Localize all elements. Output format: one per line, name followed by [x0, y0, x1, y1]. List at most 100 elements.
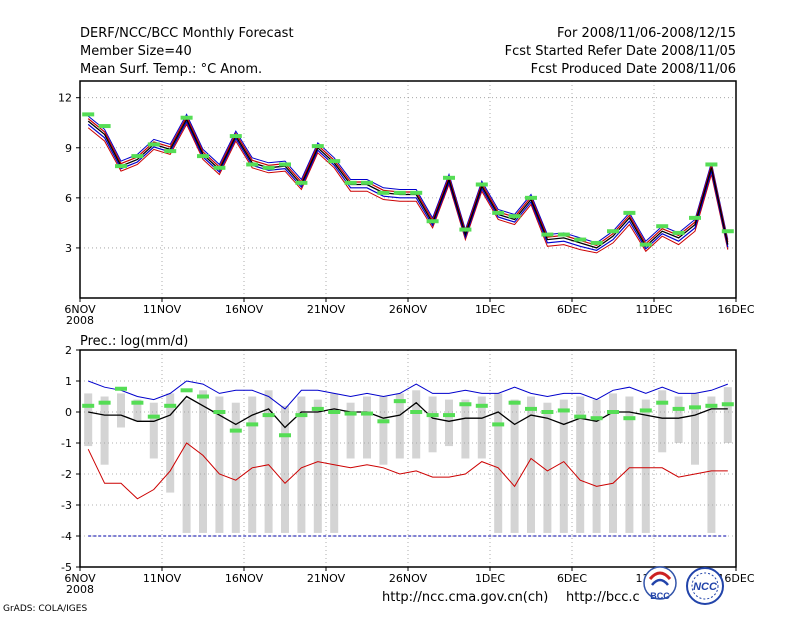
prec-year-label: 2008 [66, 583, 94, 596]
temp-observed-marker [98, 124, 111, 129]
temp-observed-marker [689, 215, 701, 220]
prec-observed-marker [197, 394, 209, 399]
prec-spread-bar [723, 387, 732, 443]
prec-observed-marker [98, 400, 111, 405]
prec-spread-bar [691, 393, 699, 465]
header-line1-right: For 2008/11/06-2008/12/15 [557, 26, 736, 41]
prec-spread-bar [346, 402, 355, 459]
temp-observed-marker [180, 115, 193, 120]
prec-lower-line [87, 442, 728, 500]
prec-observed-marker [623, 416, 636, 421]
temp-observed-marker [377, 190, 390, 195]
temp-observed-marker [147, 142, 160, 147]
grads-credit: GrADS: COLA/IGES [3, 604, 88, 614]
prec-spread-bar [641, 399, 650, 533]
temp-ytick-label: 6 [65, 192, 72, 205]
prec-spread-bar [182, 399, 191, 533]
prec-observed-marker [426, 413, 439, 418]
temp-observed-marker [672, 230, 685, 235]
prec-observed-marker [229, 428, 242, 433]
prec-xtick-label: 21NOV [307, 572, 346, 585]
temp-observed-marker [557, 232, 570, 237]
prec-spread-bar [313, 399, 322, 533]
temp-observed-marker [574, 237, 587, 242]
prec-spread-bar [117, 393, 125, 428]
temp-observed-marker [721, 229, 734, 234]
temp-lower-line [87, 123, 729, 254]
prec-observed-marker [443, 413, 455, 418]
prec-spread-bar [609, 393, 617, 533]
prec-observed-marker [180, 388, 193, 393]
prec-spread-bar [543, 402, 552, 533]
temp-inner-upper-line [87, 115, 729, 247]
prec-observed-marker [541, 410, 554, 414]
prec-spread-bar [330, 393, 339, 533]
prec-spread-bar [576, 396, 585, 533]
prec-observed-marker [607, 410, 619, 414]
prec-observed-marker [361, 411, 373, 416]
prec-observed-marker [492, 422, 505, 427]
prec-spread-bar [281, 405, 289, 533]
prec-observed-marker [590, 416, 603, 421]
prec-observed-marker [115, 386, 127, 391]
prec-spread-bar [133, 399, 142, 422]
prec-observed-marker [279, 433, 291, 438]
prec-spread-bar [149, 402, 158, 459]
prec-spread-bar [379, 396, 388, 465]
prec-observed-marker [262, 413, 275, 418]
temp-observed-marker [197, 154, 209, 159]
prec-spread-bar [412, 390, 421, 459]
temp-observed-marker [246, 162, 259, 167]
prec-xtick-label: 26NOV [389, 572, 428, 585]
temp-observed-marker [344, 180, 357, 185]
prec-observed-marker [574, 414, 587, 419]
prec-observed-marker [639, 408, 652, 413]
temp-observed-marker [295, 180, 308, 185]
temp-observed-marker [164, 149, 177, 154]
temp-observed-marker [525, 195, 537, 200]
prec-observed-marker [147, 414, 160, 419]
footer-url-ch[interactable]: http://ncc.cma.gov.cn(ch) [382, 590, 549, 605]
header-line3-left: Mean Surf. Temp.: °C Anom. [80, 62, 263, 77]
temp-xtick-label: 6NOV [64, 303, 96, 316]
footer-url-bcc[interactable]: http://bcc.c [566, 590, 640, 605]
prec-observed-marker [344, 411, 357, 416]
header-line2-left: Member Size=40 [80, 44, 192, 59]
prec-spread-bar [166, 393, 175, 493]
prec-observed-marker [475, 403, 488, 408]
prec-observed-marker [377, 419, 390, 424]
temp-observed-marker [410, 190, 423, 195]
prec-mean-line [88, 395, 728, 429]
prec-spread-bar [428, 396, 437, 453]
prec-spread-bar [494, 393, 503, 533]
prec-spread-bar [84, 393, 93, 447]
prec-title: Prec.: log(mm/d) [80, 334, 188, 349]
prec-ytick-label: 2 [65, 344, 72, 357]
temp-observed-marker [459, 227, 472, 232]
temp-observed-marker [443, 175, 455, 180]
prec-observed-marker [311, 406, 324, 411]
prec-spread-bar [199, 390, 207, 533]
bcc-logo-text: BCC [650, 591, 670, 601]
temp-observed-marker [131, 154, 144, 159]
temp-ytick-label: 9 [65, 142, 72, 155]
temp-observed-marker [82, 112, 95, 117]
temp-observed-marker [115, 164, 127, 169]
prec-spread-bar [707, 396, 716, 533]
temp-mean-line [87, 117, 729, 249]
ncc-logo-text: NCC [693, 581, 718, 593]
prec-observed-marker [656, 400, 669, 405]
prec-ytick-label: -4 [61, 530, 72, 543]
prec-ytick-label: -2 [61, 468, 72, 481]
prec-observed-marker [295, 413, 308, 418]
temp-observed-marker [262, 165, 275, 170]
prec-spread-bar [395, 393, 404, 459]
prec-ytick-label: -1 [61, 437, 72, 450]
prec-spread-bar [445, 399, 453, 447]
prec-observed-marker [246, 422, 259, 427]
temp-observed-marker [279, 162, 291, 167]
prec-xtick-label: 6NOV [64, 572, 96, 585]
temp-observed-marker [623, 210, 636, 215]
temp-observed-marker [213, 165, 226, 170]
prec-ytick-label: -3 [61, 499, 72, 512]
